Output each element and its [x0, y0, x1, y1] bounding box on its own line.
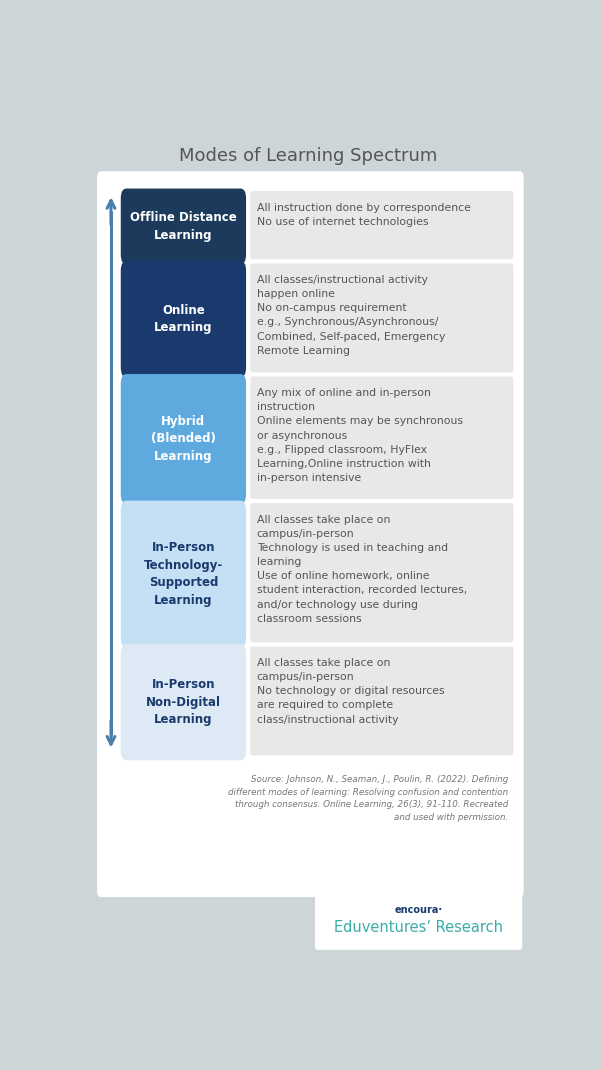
FancyBboxPatch shape [97, 171, 523, 897]
FancyBboxPatch shape [121, 501, 246, 647]
FancyBboxPatch shape [121, 374, 246, 504]
FancyBboxPatch shape [250, 503, 513, 642]
Text: Modes of Learning Spectrum: Modes of Learning Spectrum [179, 148, 437, 166]
FancyBboxPatch shape [121, 644, 246, 761]
Text: Eduventures’ Research: Eduventures’ Research [334, 920, 503, 935]
Text: In-Person
Technology-
Supported
Learning: In-Person Technology- Supported Learning [144, 541, 223, 607]
FancyBboxPatch shape [250, 192, 513, 259]
Text: All instruction done by correspondence
No use of internet technologies: All instruction done by correspondence N… [257, 202, 471, 227]
FancyBboxPatch shape [121, 261, 246, 378]
FancyBboxPatch shape [250, 646, 513, 755]
FancyBboxPatch shape [315, 892, 522, 950]
Text: Hybrid
(Blended)
Learning: Hybrid (Blended) Learning [151, 415, 216, 463]
Text: Online
Learning: Online Learning [154, 304, 213, 335]
FancyBboxPatch shape [121, 188, 246, 264]
Text: In-Person
Non-Digital
Learning: In-Person Non-Digital Learning [146, 678, 221, 727]
FancyBboxPatch shape [250, 263, 513, 372]
Text: Any mix of online and in-person
instruction
Online elements may be synchronous
o: Any mix of online and in-person instruct… [257, 388, 463, 483]
Text: All classes take place on
campus/in-person
No technology or digital resources
ar: All classes take place on campus/in-pers… [257, 658, 444, 724]
Text: Source: Johnson, N., Seaman, J., Poulin, R. (2022). Defining
different modes of : Source: Johnson, N., Seaman, J., Poulin,… [228, 775, 508, 822]
Text: All classes/instructional activity
happen online
No on-campus requirement
e.g., : All classes/instructional activity happe… [257, 275, 445, 356]
Text: encoura·: encoura· [395, 905, 443, 915]
Text: Offline Distance
Learning: Offline Distance Learning [130, 211, 237, 242]
FancyBboxPatch shape [250, 377, 513, 499]
Text: All classes take place on
campus/in-person
Technology is used in teaching and
le: All classes take place on campus/in-pers… [257, 515, 467, 624]
